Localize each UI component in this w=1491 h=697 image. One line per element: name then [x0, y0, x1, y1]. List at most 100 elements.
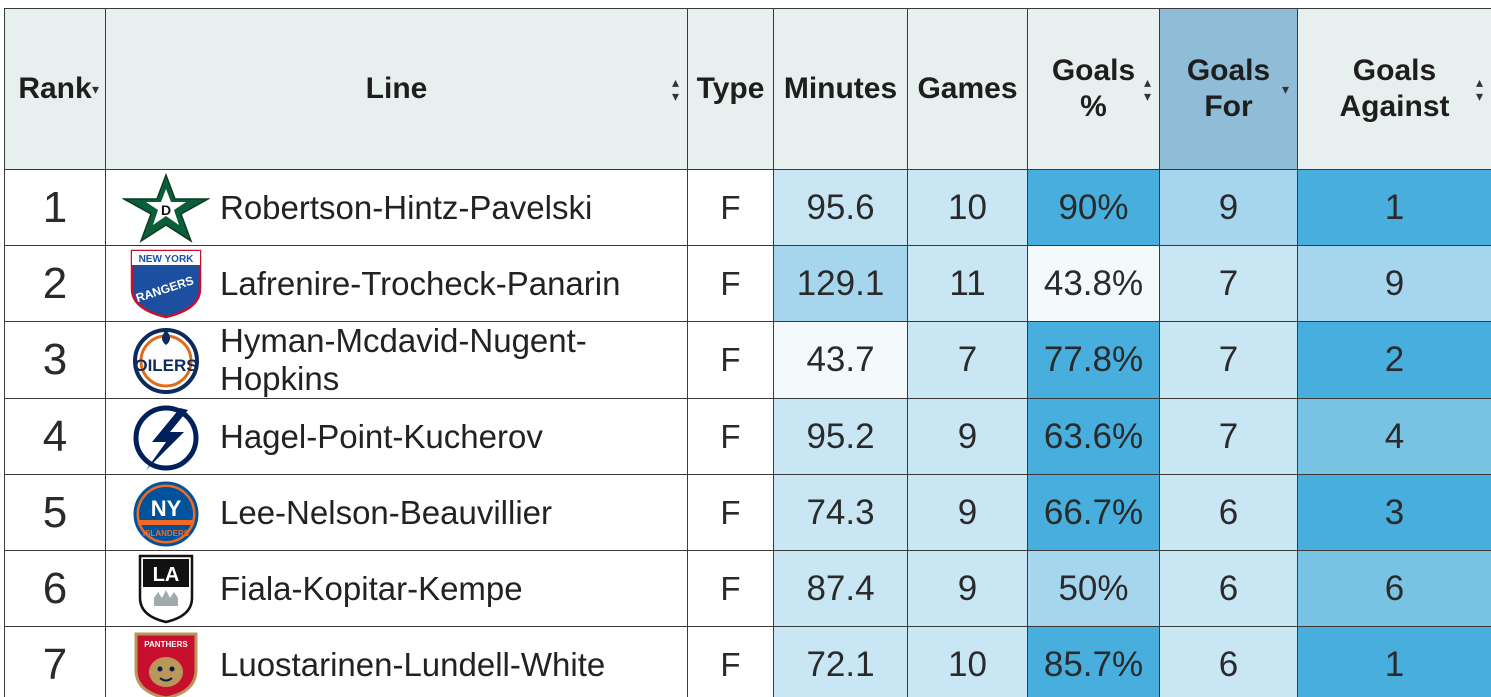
new-york-islanders-logo-icon: NY ISLANDERS: [122, 478, 210, 548]
goals-for-cell: 6: [1159, 550, 1298, 627]
line-cell: NEW YORK RANGERS Lafrenire-Trocheck-Pana…: [105, 245, 688, 322]
line-name: Lee-Nelson-Beauvillier: [220, 493, 552, 531]
svg-text:D: D: [161, 202, 171, 218]
sort-both-icon: ▴ ▾: [1143, 74, 1151, 104]
header-row: Rank ▾ Line ▴ ▾ Type Minutes Games Goals%…: [4, 8, 1491, 170]
games-cell: 10: [907, 169, 1028, 246]
header-minutes-label: Minutes: [783, 72, 898, 105]
new-york-rangers-logo-icon: NEW YORK RANGERS: [122, 249, 210, 319]
goals-against-cell: 2: [1297, 321, 1491, 399]
stats-table-container: Rank ▾ Line ▴ ▾ Type Minutes Games Goals%…: [4, 8, 1491, 697]
goals-against-cell: 4: [1297, 398, 1491, 475]
goals-for-cell: 6: [1159, 474, 1298, 551]
tampa-bay-lightning-logo-icon: [122, 402, 210, 472]
header-games[interactable]: Games: [907, 8, 1028, 170]
dallas-stars-logo-icon: D: [122, 172, 210, 243]
goals-pct-cell: 43.8%: [1027, 245, 1160, 322]
table-row: 1 D Robertson-Hintz-Pavelski F 95.6 10 9…: [4, 169, 1491, 246]
goals-pct-cell: 66.7%: [1027, 474, 1160, 551]
islanders-ny-text: NY: [151, 496, 182, 521]
goals-for-cell: 6: [1159, 626, 1298, 697]
type-cell: F: [687, 550, 774, 627]
goals-for-cell: 7: [1159, 321, 1298, 399]
sort-desc-icon: ▾: [1281, 81, 1289, 97]
minutes-cell: 87.4: [773, 550, 908, 627]
rank-cell: 7: [4, 626, 106, 697]
goals-pct-cell: 50%: [1027, 550, 1160, 627]
goals-pct-cell: 90%: [1027, 169, 1160, 246]
header-type[interactable]: Type: [687, 8, 774, 170]
table-row: 5 NY ISLANDERS Lee-Nelson-Beauvillier: [4, 474, 1491, 551]
goals-against-cell: 1: [1297, 626, 1491, 697]
header-line[interactable]: Line ▴ ▾: [105, 8, 688, 170]
line-cell: D Robertson-Hintz-Pavelski: [105, 169, 688, 246]
rank-cell: 6: [4, 550, 106, 627]
header-goals-against-label: Goals Against: [1339, 53, 1449, 125]
type-cell: F: [687, 169, 774, 246]
header-goals-pct-line2: %: [1080, 90, 1107, 123]
header-minutes[interactable]: Minutes: [773, 8, 908, 170]
header-rank-label: Rank: [18, 72, 92, 105]
minutes-cell: 43.7: [773, 321, 908, 399]
minutes-cell: 95.2: [773, 398, 908, 475]
los-angeles-kings-logo-icon: LA: [122, 554, 210, 624]
line-cell: Hagel-Point-Kucherov: [105, 398, 688, 475]
line-name: Luostarinen-Lundell-White: [220, 645, 606, 683]
games-cell: 9: [907, 474, 1028, 551]
edmonton-oilers-logo-icon: OILERS: [122, 325, 210, 395]
line-name: Hyman-Mcdavid-Nugent- Hopkins: [220, 322, 587, 398]
islanders-name-text: ISLANDERS: [143, 529, 190, 538]
sort-icon: ▾: [91, 81, 99, 97]
header-games-label: Games: [917, 72, 1018, 105]
line-name-part2: Hopkins: [220, 360, 340, 397]
rank-cell: 5: [4, 474, 106, 551]
type-cell: F: [687, 245, 774, 322]
header-line-label: Line: [365, 72, 428, 105]
minutes-cell: 72.1: [773, 626, 908, 697]
goals-against-cell: 3: [1297, 474, 1491, 551]
oilers-text: OILERS: [134, 356, 197, 375]
type-cell: F: [687, 398, 774, 475]
type-cell: F: [687, 321, 774, 399]
type-cell: F: [687, 626, 774, 697]
line-name: Lafrenire-Trocheck-Panarin: [220, 264, 621, 302]
header-rank[interactable]: Rank ▾: [4, 8, 106, 170]
line-name-part1: Hyman-Mcdavid-Nugent-: [220, 322, 587, 359]
sort-both-icon: ▴ ▾: [671, 74, 679, 104]
header-goals-against-line2: Against: [1339, 90, 1450, 123]
header-goals-pct[interactable]: Goals% ▴ ▾: [1027, 8, 1160, 170]
header-goals-for-line2: For: [1204, 90, 1253, 123]
sort-both-icon: ▴ ▾: [1475, 74, 1483, 104]
panthers-text: PANTHERS: [144, 640, 188, 649]
rank-cell: 2: [4, 245, 106, 322]
games-cell: 9: [907, 550, 1028, 627]
header-goals-against[interactable]: Goals Against ▴ ▾: [1297, 8, 1491, 170]
line-cell: OILERS Hyman-Mcdavid-Nugent- Hopkins: [105, 321, 688, 399]
goals-against-cell: 9: [1297, 245, 1491, 322]
table-row: 2 NEW YORK RANGERS Lafrenire-Trocheck-Pa…: [4, 245, 1491, 322]
header-goals-pct-label: Goals%: [1052, 53, 1135, 125]
table-row: 7 PANTHERS Luostarinen-Lundell-White: [4, 626, 1491, 697]
table-row: 3 OILERS Hyman-Mcdavid-Nugent- Hopkins F: [4, 321, 1491, 399]
line-cell: LA Fiala-Kopitar-Kempe: [105, 550, 688, 627]
games-cell: 9: [907, 398, 1028, 475]
header-goals-for-line1: Goals: [1186, 54, 1271, 87]
florida-panthers-logo-icon: PANTHERS: [122, 630, 210, 697]
rank-cell: 3: [4, 321, 106, 399]
line-cell: NY ISLANDERS Lee-Nelson-Beauvillier: [105, 474, 688, 551]
header-type-label: Type: [696, 72, 765, 105]
rangers-top-text: NEW YORK: [139, 254, 195, 265]
header-goals-for[interactable]: Goals For ▾: [1159, 8, 1298, 170]
minutes-cell: 129.1: [773, 245, 908, 322]
rank-cell: 4: [4, 398, 106, 475]
line-name: Hagel-Point-Kucherov: [220, 417, 543, 455]
minutes-cell: 95.6: [773, 169, 908, 246]
games-cell: 10: [907, 626, 1028, 697]
goals-pct-cell: 63.6%: [1027, 398, 1160, 475]
line-name: Robertson-Hintz-Pavelski: [220, 188, 593, 226]
line-cell: PANTHERS Luostarinen-Lundell-White: [105, 626, 688, 697]
goals-for-cell: 7: [1159, 245, 1298, 322]
goals-for-cell: 9: [1159, 169, 1298, 246]
minutes-cell: 74.3: [773, 474, 908, 551]
header-goals-pct-line1: Goals: [1051, 54, 1136, 87]
